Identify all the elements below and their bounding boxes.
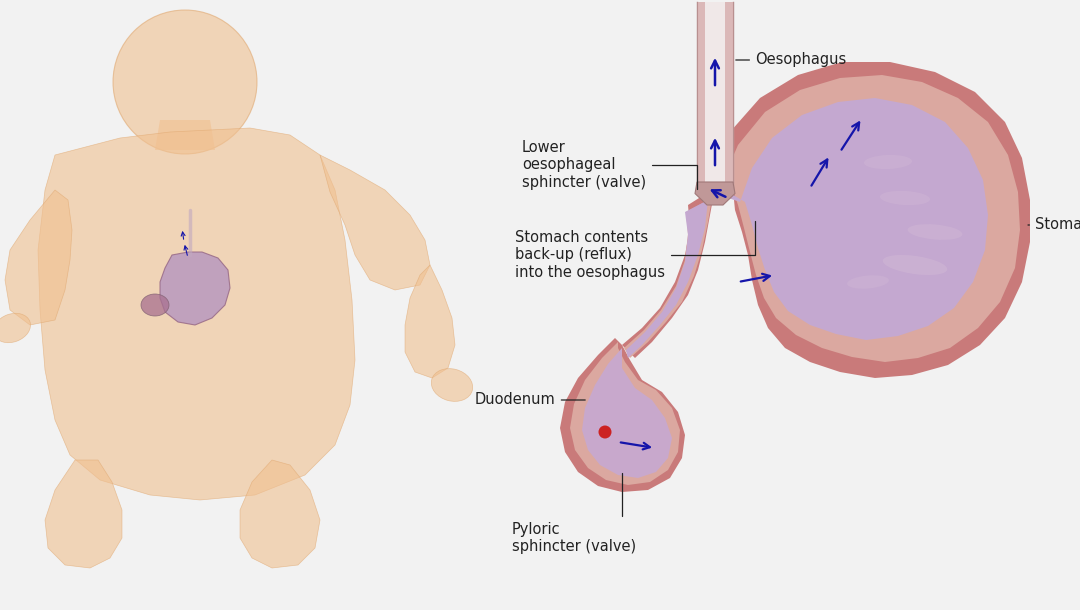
Polygon shape [38,128,355,500]
Polygon shape [705,2,725,182]
Text: Oesophagus: Oesophagus [735,52,847,68]
Text: Lower
oesophageal
sphincter (valve): Lower oesophageal sphincter (valve) [522,140,697,190]
Polygon shape [240,460,320,568]
Text: Stomach contents
back-up (reflux)
into the oesophagus: Stomach contents back-up (reflux) into t… [515,221,755,280]
Polygon shape [626,200,708,358]
Polygon shape [405,265,455,378]
Polygon shape [45,460,122,568]
Circle shape [598,426,611,439]
Text: Stomach: Stomach [1028,218,1080,232]
Text: Duodenum: Duodenum [475,392,585,407]
Polygon shape [697,2,705,182]
Ellipse shape [431,368,473,401]
Ellipse shape [0,314,30,343]
Polygon shape [697,62,1030,378]
Polygon shape [705,2,725,192]
Polygon shape [582,348,672,478]
Polygon shape [697,75,1020,362]
Polygon shape [696,182,735,205]
Ellipse shape [141,294,168,316]
Ellipse shape [882,255,947,275]
Polygon shape [160,252,230,325]
Polygon shape [697,2,705,192]
Polygon shape [320,155,430,290]
Polygon shape [5,190,72,325]
Polygon shape [622,188,715,358]
Text: Pyloric
sphincter (valve): Pyloric sphincter (valve) [512,473,636,554]
Ellipse shape [907,224,962,240]
Polygon shape [561,338,685,492]
Polygon shape [725,2,733,182]
Ellipse shape [880,191,930,205]
Circle shape [113,10,257,154]
Polygon shape [570,342,680,485]
Polygon shape [156,120,215,150]
Polygon shape [725,2,733,192]
Polygon shape [624,198,712,358]
Polygon shape [705,98,988,340]
Ellipse shape [864,155,912,169]
Ellipse shape [847,275,889,289]
